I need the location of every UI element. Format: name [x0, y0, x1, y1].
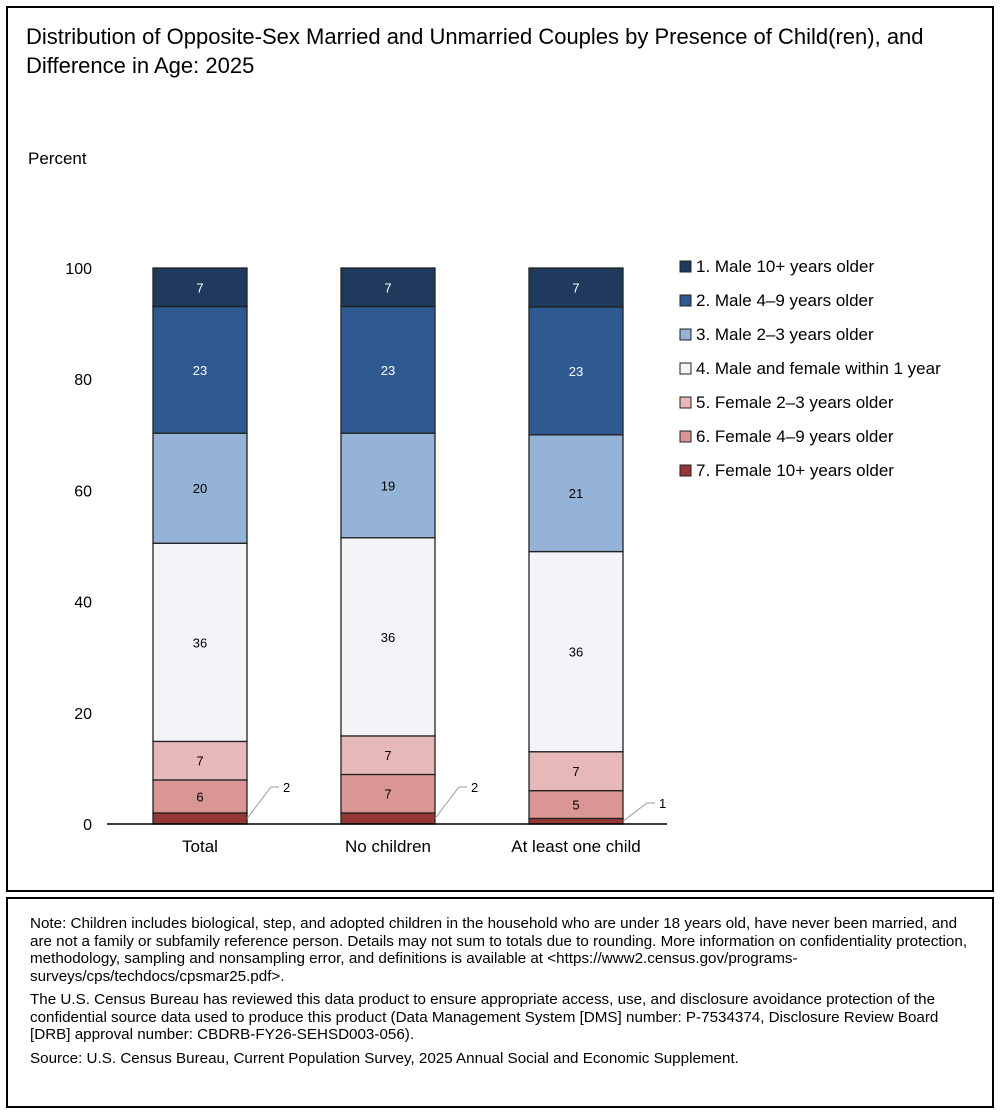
bar-segment	[152, 740, 248, 781]
notes-panel: Note: Children includes biological, step…	[6, 897, 994, 1108]
data-label: 6	[196, 789, 203, 804]
data-label: 20	[193, 481, 207, 496]
y-tick-label: 80	[74, 372, 92, 389]
data-label: 7	[196, 754, 203, 769]
data-label: 36	[569, 645, 583, 660]
bar-segment	[528, 751, 624, 792]
y-axis-label: Percent	[28, 149, 87, 168]
legend-swatch	[679, 362, 692, 375]
data-label: 23	[381, 363, 395, 378]
legend-label: 5. Female 2–3 years older	[696, 393, 894, 412]
bar-segment	[152, 432, 248, 544]
bar-segment	[152, 267, 248, 308]
bar-segment	[528, 550, 624, 753]
x-tick-label: At least one child	[511, 837, 640, 856]
data-label: 19	[381, 478, 395, 493]
data-label: 23	[569, 364, 583, 379]
disclosure-text: The U.S. Census Bureau has reviewed this…	[30, 991, 939, 1043]
data-label: 7	[196, 280, 203, 295]
legend-swatch	[679, 430, 692, 443]
bar-segment	[528, 267, 624, 308]
bar-segment	[152, 305, 248, 434]
x-tick-label: No children	[345, 837, 431, 856]
data-label: 7	[572, 764, 579, 779]
data-label: 1	[659, 796, 666, 811]
bar-segment	[152, 542, 248, 743]
data-label: 36	[193, 635, 207, 650]
callout-line	[434, 786, 467, 819]
chart-panel	[6, 6, 994, 892]
note-text: Note: Children includes biological, step…	[30, 915, 968, 985]
data-label: 36	[381, 630, 395, 645]
y-tick-label: 100	[65, 261, 92, 278]
x-tick-label: Total	[182, 837, 218, 856]
legend-label: 2. Male 4–9 years older	[696, 291, 874, 310]
legend-swatch	[679, 294, 692, 307]
bar-segment	[340, 432, 436, 539]
data-label: 23	[193, 363, 207, 378]
y-tick-label: 40	[74, 595, 92, 612]
legend-label: 3. Male 2–3 years older	[696, 325, 874, 344]
data-label: 7	[384, 787, 391, 802]
data-label: 2	[471, 780, 478, 795]
bar-segment	[340, 267, 436, 308]
legend-label: 1. Male 10+ years older	[696, 257, 874, 276]
legend-swatch	[679, 328, 692, 341]
bar-segment	[528, 306, 624, 436]
chart-title: Distribution of Opposite-Sex Married and…	[26, 24, 924, 78]
data-label: 2	[283, 780, 290, 795]
bar-segment	[152, 812, 248, 825]
data-label: 21	[569, 486, 583, 501]
bar-segment	[340, 773, 436, 814]
data-label: 7	[384, 280, 391, 295]
bar-segment	[340, 537, 436, 737]
legend-swatch	[679, 260, 692, 273]
y-tick-label: 60	[74, 483, 92, 500]
legend-swatch	[679, 464, 692, 477]
y-tick-label: 20	[74, 706, 92, 723]
bar-segment	[340, 305, 436, 434]
stacked-bar-chart: Percent 0 20 40 60 80 100 2 6 7 36 20 23 7 Total 2 7 7 36 1…	[28, 149, 941, 856]
data-label: 5	[572, 798, 579, 813]
callout-line	[246, 786, 279, 819]
bar-segment	[340, 735, 436, 776]
legend-label: 7. Female 10+ years older	[696, 461, 894, 480]
callout-line	[622, 802, 655, 822]
bar-segment	[528, 817, 624, 825]
data-label: 7	[384, 748, 391, 763]
bar-segment	[340, 812, 436, 825]
legend-swatch	[679, 396, 692, 409]
legend-label: 6. Female 4–9 years older	[696, 427, 894, 446]
legend-label: 4. Male and female within 1 year	[696, 359, 941, 378]
source-text: Source: U.S. Census Bureau, Current Popu…	[30, 1049, 739, 1067]
bar-segment	[528, 434, 624, 553]
data-label: 7	[572, 280, 579, 295]
y-tick-label: 0	[83, 817, 92, 834]
